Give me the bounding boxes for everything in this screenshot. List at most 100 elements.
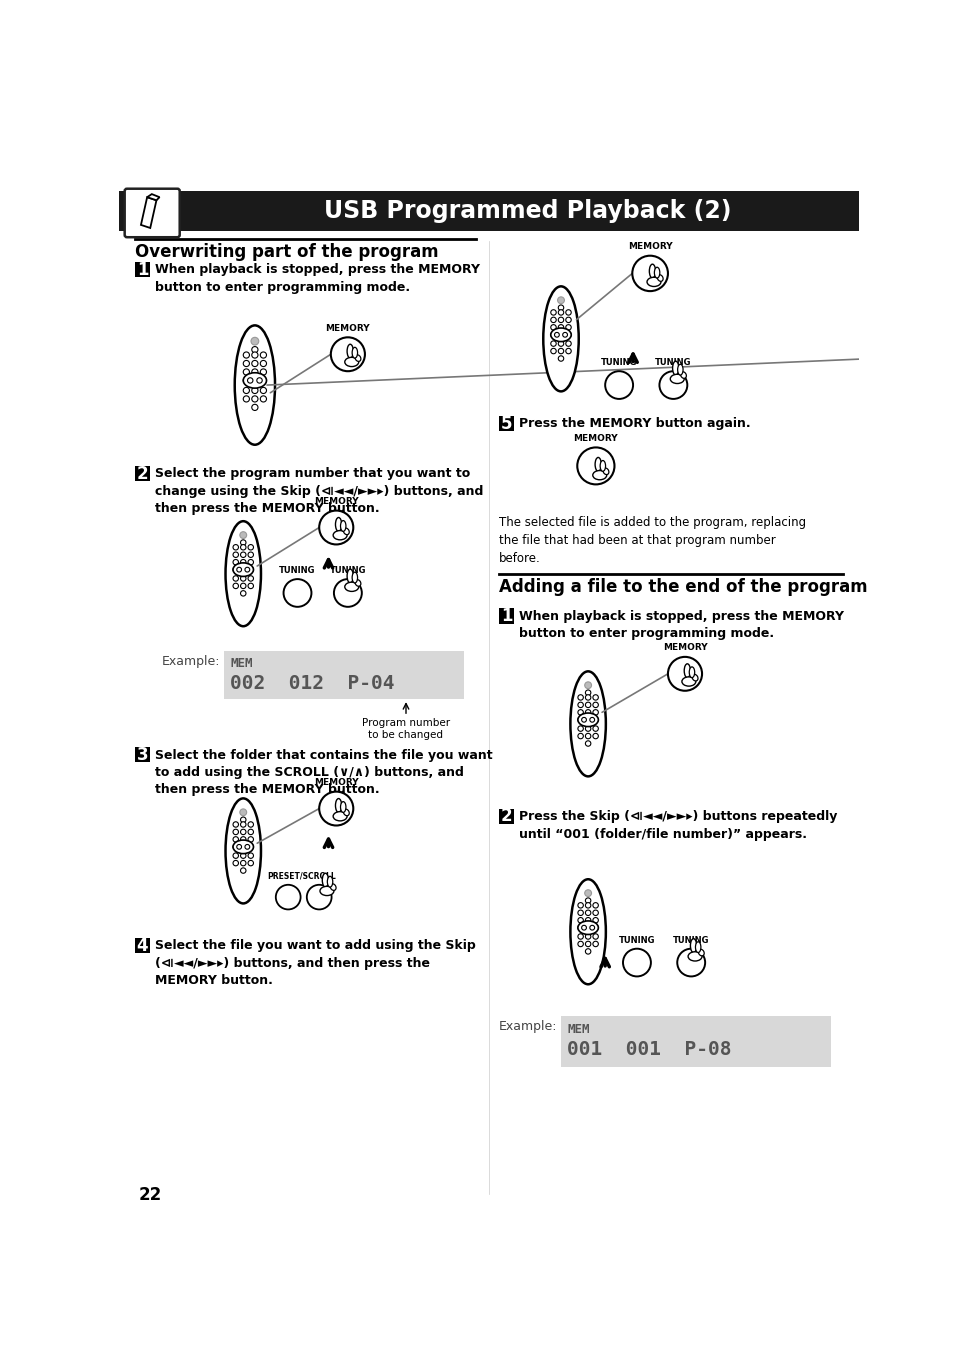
Circle shape [554,333,558,337]
Circle shape [550,341,556,346]
Circle shape [260,369,266,375]
Circle shape [632,256,667,291]
Ellipse shape [330,884,335,891]
Circle shape [283,580,311,607]
Ellipse shape [233,563,253,577]
Circle shape [248,829,253,834]
Circle shape [233,584,238,589]
Ellipse shape [335,798,341,813]
Text: TUNING: TUNING [330,566,366,576]
Circle shape [558,356,563,361]
Circle shape [252,346,257,353]
Ellipse shape [352,572,357,582]
Ellipse shape [343,809,349,816]
Circle shape [592,702,598,708]
Circle shape [581,717,586,723]
Text: TUNING: TUNING [655,359,691,368]
Text: 2: 2 [136,465,148,483]
Circle shape [578,694,582,700]
Circle shape [592,941,598,946]
Ellipse shape [683,663,690,678]
Circle shape [240,860,246,865]
Circle shape [252,404,257,411]
Circle shape [252,369,257,375]
Circle shape [239,531,247,538]
Circle shape [577,448,614,484]
Circle shape [233,576,238,581]
Circle shape [245,844,250,849]
Circle shape [565,325,571,330]
Text: Select the folder that contains the file you want
to add using the SCROLL (∨/∧) : Select the folder that contains the file… [154,748,492,797]
Circle shape [585,717,590,723]
Text: ►►|: ►►| [337,588,358,599]
Text: MEM: MEM [567,1023,589,1035]
Ellipse shape [550,328,571,341]
Ellipse shape [595,457,600,472]
Circle shape [233,559,238,565]
Circle shape [243,369,249,375]
Circle shape [578,702,582,708]
Bar [498,809,514,824]
FancyBboxPatch shape [125,189,179,237]
Circle shape [240,868,246,874]
Text: Program number
to be changed: Program number to be changed [361,717,450,740]
Circle shape [578,733,582,739]
Polygon shape [147,194,159,201]
Circle shape [248,559,253,565]
Text: |◄◄: |◄◄ [626,957,647,968]
Circle shape [233,829,238,834]
Text: MEMORY: MEMORY [325,324,370,333]
Bar [498,417,514,431]
Ellipse shape [681,677,695,686]
Ellipse shape [234,325,274,445]
Bar [498,608,514,624]
Ellipse shape [243,373,266,388]
Ellipse shape [654,267,659,278]
Circle shape [565,341,571,346]
Ellipse shape [698,949,703,956]
Circle shape [240,545,246,550]
Circle shape [578,725,582,732]
Circle shape [558,325,563,330]
Circle shape [550,348,556,353]
Circle shape [578,925,582,930]
Circle shape [248,822,253,828]
Text: Adding a file to the end of the program: Adding a file to the end of the program [498,577,866,596]
Circle shape [585,898,590,903]
Ellipse shape [570,671,605,776]
Text: Press the MEMORY button again.: Press the MEMORY button again. [518,418,750,430]
Text: 002  012  P-04: 002 012 P-04 [230,674,395,693]
Text: 5: 5 [500,415,512,433]
Circle shape [585,694,590,700]
Ellipse shape [657,275,662,282]
Text: TUNING: TUNING [618,936,655,945]
Circle shape [565,332,571,337]
Ellipse shape [649,264,655,278]
Bar [134,262,150,278]
Circle shape [240,576,246,581]
Bar [134,466,150,481]
Circle shape [667,656,701,690]
Ellipse shape [578,713,598,727]
Circle shape [248,576,253,581]
Circle shape [558,332,563,337]
Circle shape [240,559,246,565]
Ellipse shape [646,278,660,287]
Circle shape [592,709,598,714]
Circle shape [239,809,247,816]
Ellipse shape [687,952,701,961]
Circle shape [243,377,249,384]
Circle shape [240,584,246,589]
Ellipse shape [355,580,360,586]
Circle shape [252,377,257,384]
Circle shape [677,949,704,976]
Text: Press the Skip (⧏◄◄/►►▸) buttons repeatedly
until “001 (folder/file number)” app: Press the Skip (⧏◄◄/►►▸) buttons repeate… [518,810,837,841]
Ellipse shape [347,344,353,359]
Ellipse shape [690,938,696,953]
Circle shape [240,844,246,849]
Circle shape [248,860,253,865]
Circle shape [240,829,246,834]
Circle shape [256,377,262,383]
Circle shape [243,396,249,402]
Circle shape [565,317,571,322]
